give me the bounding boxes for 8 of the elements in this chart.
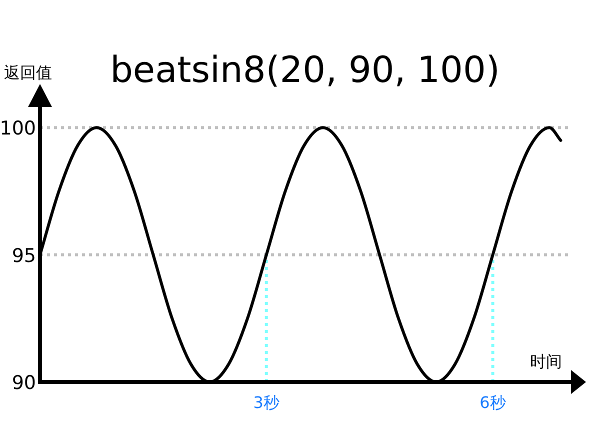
x-tick-label: 6秒 (480, 393, 506, 412)
x-axis-title: 时间 (530, 352, 562, 371)
y-tick-label: 100 (0, 118, 36, 140)
y-tick-label: 95 (12, 244, 36, 267)
y-axis-title: 返回值 (4, 63, 52, 82)
y-tick-label: 90 (12, 372, 36, 394)
x-tick-label: 3秒 (253, 393, 280, 412)
chart-title: beatsin8(20, 90, 100) (110, 50, 500, 91)
